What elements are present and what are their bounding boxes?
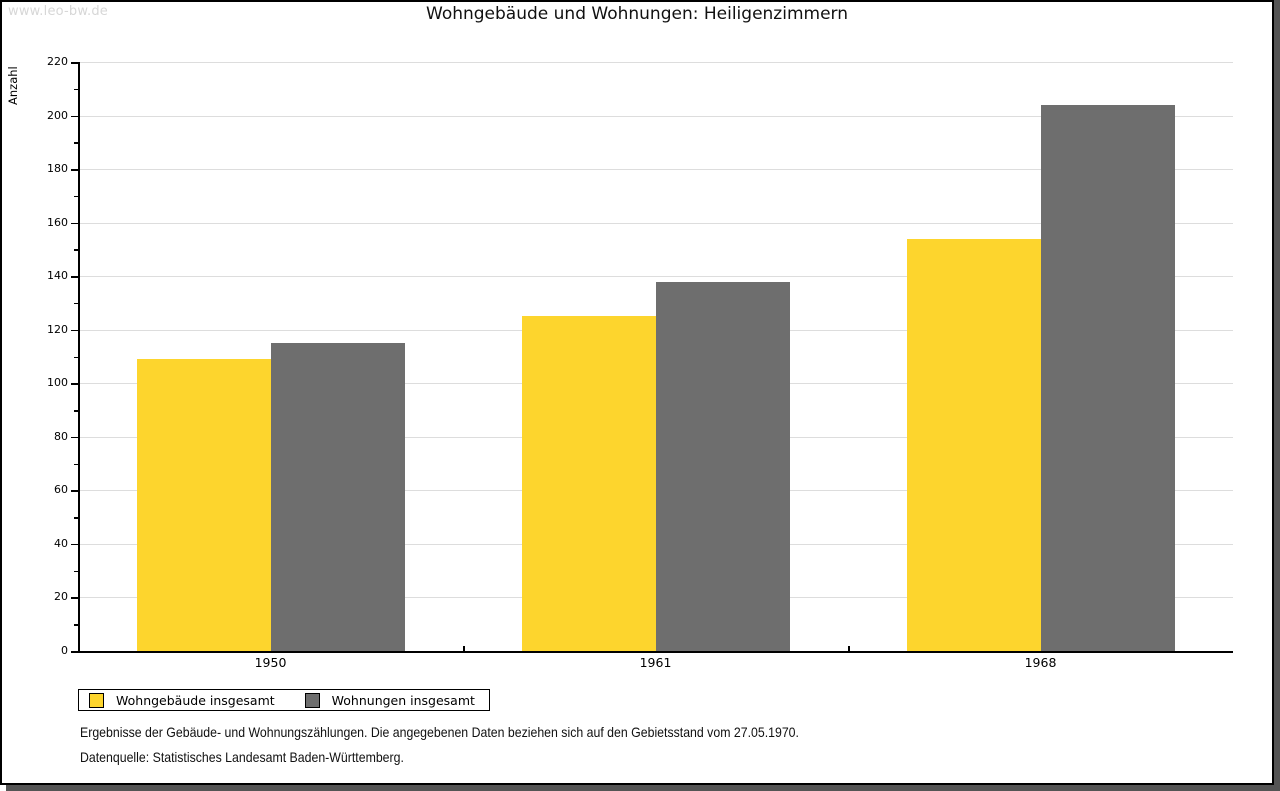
watermark: www.leo-bw.de <box>8 4 109 19</box>
bar-wohngebaeude <box>136 359 271 651</box>
y-tick-label: 40 <box>54 536 68 550</box>
y-minor-tick <box>74 142 78 144</box>
y-gridline <box>79 62 1233 63</box>
x-axis-line <box>78 651 1233 653</box>
y-gridline <box>79 276 1233 278</box>
x-category-label: 1961 <box>639 655 672 670</box>
legend-swatch-wohngebaeude-icon <box>89 692 104 708</box>
y-tick-label: 80 <box>54 429 68 443</box>
legend-swatch-wohnungen-icon <box>304 692 320 708</box>
x-axis-tick <box>848 646 850 651</box>
y-tick-label: 160 <box>47 215 68 229</box>
y-tick-label: 220 <box>47 55 68 68</box>
y-major-tick <box>71 651 78 653</box>
y-major-tick <box>71 436 78 439</box>
y-tick-label: 200 <box>47 108 68 122</box>
y-axis-label: Anzahl <box>6 66 20 105</box>
y-tick-label: 140 <box>47 269 68 283</box>
y-major-tick <box>71 169 78 171</box>
x-category-label: 1968 <box>1024 655 1057 670</box>
legend-label-wohnungen: Wohnungen insgesamt <box>331 692 475 708</box>
y-gridline <box>79 169 1233 171</box>
y-major-tick <box>71 490 78 492</box>
y-major-tick <box>71 276 78 278</box>
bar-wohngebaeude <box>906 238 1041 651</box>
y-axis-line <box>78 62 80 653</box>
y-tick-label: 180 <box>47 162 68 176</box>
y-minor-tick <box>74 88 78 91</box>
footer-source: Datenquelle: Statistisches Landesamt Bad… <box>80 749 404 765</box>
frame-shadow-bottom <box>6 785 1274 791</box>
y-tick-label: 100 <box>47 376 68 390</box>
y-major-tick <box>71 383 78 385</box>
y-tick-label: 120 <box>47 322 68 336</box>
y-major-tick <box>71 62 78 64</box>
x-axis-tick <box>463 646 465 651</box>
footer-note: Ergebnisse der Gebäude- und Wohnungszähl… <box>80 724 799 740</box>
y-tick-label: 0 <box>61 644 68 657</box>
y-minor-tick <box>74 517 78 519</box>
x-category-label: 1950 <box>254 655 287 670</box>
y-major-tick <box>71 597 78 599</box>
y-tick-label: 60 <box>54 483 68 497</box>
bar-wohngebaeude <box>521 316 656 651</box>
y-major-tick <box>71 222 78 225</box>
y-minor-tick <box>74 570 78 573</box>
y-minor-tick <box>74 410 78 412</box>
legend-item: Wohngebäude insgesamt <box>89 692 275 708</box>
bar-wohnungen <box>655 281 790 651</box>
legend: Wohngebäude insgesamt Wohnungen insgesam… <box>78 689 490 711</box>
y-major-tick <box>71 115 78 118</box>
y-major-tick <box>71 329 78 332</box>
y-minor-tick <box>74 195 78 198</box>
bar-wohnungen <box>270 343 405 651</box>
chart-title: Wohngebäude und Wohnungen: Heiligenzimme… <box>426 4 848 24</box>
legend-item: Wohnungen insgesamt <box>304 692 475 708</box>
y-minor-tick <box>74 249 78 251</box>
y-major-tick <box>71 543 78 546</box>
y-minor-tick <box>74 463 78 466</box>
frame-shadow-right <box>1274 0 1280 791</box>
y-minor-tick <box>74 302 78 305</box>
y-tick-label: 20 <box>54 590 68 604</box>
legend-label-wohngebaeude: Wohngebäude insgesamt <box>116 692 275 708</box>
y-minor-tick <box>74 356 78 358</box>
y-gridline <box>79 222 1233 224</box>
bar-wohnungen <box>1040 104 1175 651</box>
y-gridline <box>79 115 1233 117</box>
y-minor-tick <box>74 624 78 626</box>
